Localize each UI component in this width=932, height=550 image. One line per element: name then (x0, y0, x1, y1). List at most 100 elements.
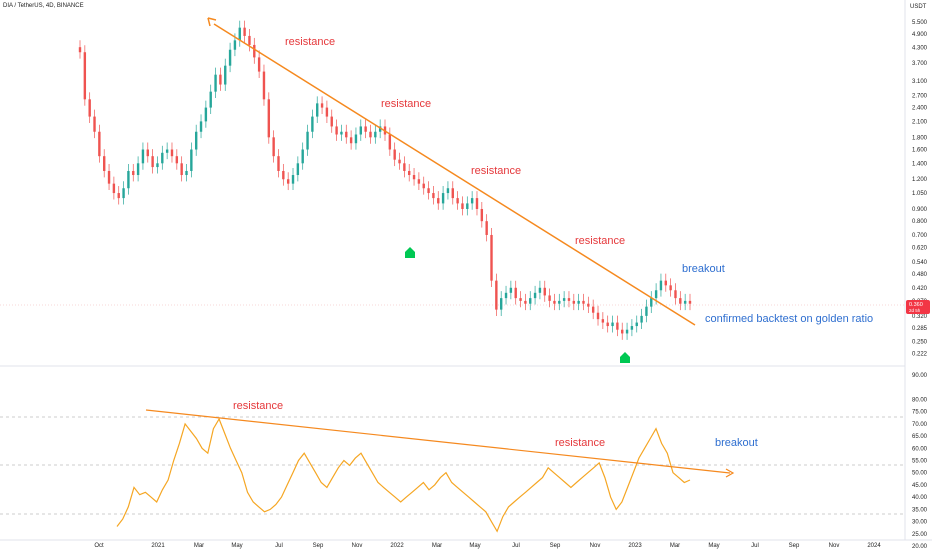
rsi-trendline-arrow-icon (725, 468, 735, 478)
candle-body (451, 188, 454, 199)
time-tick-label: Jul (512, 543, 520, 549)
candle-body (354, 134, 358, 144)
candle-body (127, 170, 130, 189)
candle-body (83, 52, 87, 100)
annotation-rsi-resistance: resistance (555, 437, 605, 449)
candle-body (98, 131, 101, 157)
trendline-arrow-icon (207, 17, 217, 27)
candle-body (446, 188, 450, 194)
candle-body (136, 163, 140, 176)
chart-title: DIA / TetherUS, 4D, BINANCE (3, 3, 84, 9)
candle-body (228, 49, 232, 66)
candle-body (398, 159, 401, 164)
candle-body (596, 312, 600, 320)
price-tick-label: 0.620 (912, 246, 928, 252)
time-tick-label: Sep (789, 543, 800, 549)
annotation-resistance: resistance (285, 36, 335, 48)
candle-body (688, 300, 692, 304)
candle-body (272, 137, 275, 157)
candle-body (301, 149, 304, 164)
price-tick-label: 3.100 (912, 79, 928, 85)
candle-body (591, 306, 595, 313)
time-tick-label: Nov (352, 543, 363, 549)
price-tick-label: 0.900 (912, 207, 928, 213)
rsi-tick-label: 55.00 (912, 459, 928, 465)
candle-body (466, 203, 469, 209)
candle-body (625, 329, 629, 334)
annotation-resistance: resistance (471, 165, 521, 177)
candle-body (543, 287, 546, 296)
candle-body (267, 99, 271, 138)
candle-body (219, 74, 222, 85)
price-tick-label: 0.800 (912, 219, 928, 225)
price-trendline[interactable] (213, 23, 696, 326)
rsi-trendline[interactable] (145, 409, 731, 474)
candle-body (306, 131, 309, 150)
price-tick-label: 3.700 (912, 61, 928, 67)
rsi-tick-label: 75.00 (912, 410, 928, 416)
rsi-tick-label: 45.00 (912, 483, 928, 489)
time-tick-label: 2024 (867, 543, 881, 549)
time-tick-label: Mar (670, 543, 680, 549)
candle-body (664, 280, 667, 286)
candle-body (572, 300, 576, 304)
annotation-resistance: resistance (381, 98, 431, 110)
rsi-tick-label: 65.00 (912, 434, 928, 440)
candle-body (669, 285, 672, 291)
time-tick-label: May (708, 543, 719, 549)
candle-body (364, 126, 367, 132)
candle-body (88, 99, 91, 117)
last-price-badge (906, 300, 930, 314)
candle-body (78, 47, 82, 53)
price-tick-label: 4.900 (912, 32, 928, 38)
rsi-tick-label: 50.00 (912, 471, 928, 477)
candle-body (359, 126, 362, 135)
time-tick-label: 2023 (628, 543, 642, 549)
rsi-axis-ticks: 90.00 80.00 75.00 70.00 65.00 60.00 55.00 50.00… (912, 373, 928, 550)
candle-body (388, 134, 392, 150)
candle-body (548, 295, 551, 301)
time-tick-label: Sep (550, 543, 561, 549)
candle-body (349, 137, 353, 144)
candle-body (156, 163, 159, 168)
candle-body (441, 193, 445, 204)
candle-body (180, 163, 183, 176)
candle-body (504, 292, 508, 299)
candle-body (190, 149, 193, 171)
rsi-tick-label: 30.00 (912, 520, 928, 526)
candle-body (185, 170, 188, 176)
candle-body (335, 126, 338, 135)
price-tick-label: 2.700 (912, 93, 928, 99)
annotation-resistance: resistance (575, 235, 625, 247)
candle-body (412, 175, 416, 180)
candle-body (635, 322, 638, 327)
candle-body (509, 287, 513, 293)
candle-body (107, 170, 111, 184)
time-axis-ticks: Oct 2021 Mar May Jul Sep Nov 2022 Mar May Jul Sep No… (94, 543, 881, 549)
candles (78, 20, 692, 340)
candle-body (112, 183, 116, 194)
candle-body (432, 193, 435, 199)
candle-body (422, 183, 425, 189)
price-tick-label: 0.480 (912, 272, 928, 278)
time-tick-label: Mar (432, 543, 442, 549)
candle-body (587, 303, 590, 307)
price-tick-label: 1.800 (912, 135, 928, 141)
rsi-tick-label: 80.00 (912, 397, 928, 403)
price-tick-label: 0.250 (912, 339, 928, 345)
candle-body (93, 116, 96, 132)
buy-signal-icon (620, 352, 630, 363)
candle-body (529, 298, 532, 304)
candle-body (683, 300, 687, 304)
time-tick-label: 2021 (151, 543, 165, 549)
candle-body (146, 149, 149, 157)
candle-body (257, 57, 261, 72)
price-tick-label: 0.222 (912, 352, 928, 358)
candle-body (296, 163, 300, 176)
candle-body (233, 40, 237, 50)
candle-body (132, 170, 135, 176)
candle-body (533, 292, 537, 299)
candle-body (316, 103, 319, 117)
rsi-tick-label: 90.00 (912, 373, 928, 379)
quote-currency: USDT (910, 4, 927, 10)
